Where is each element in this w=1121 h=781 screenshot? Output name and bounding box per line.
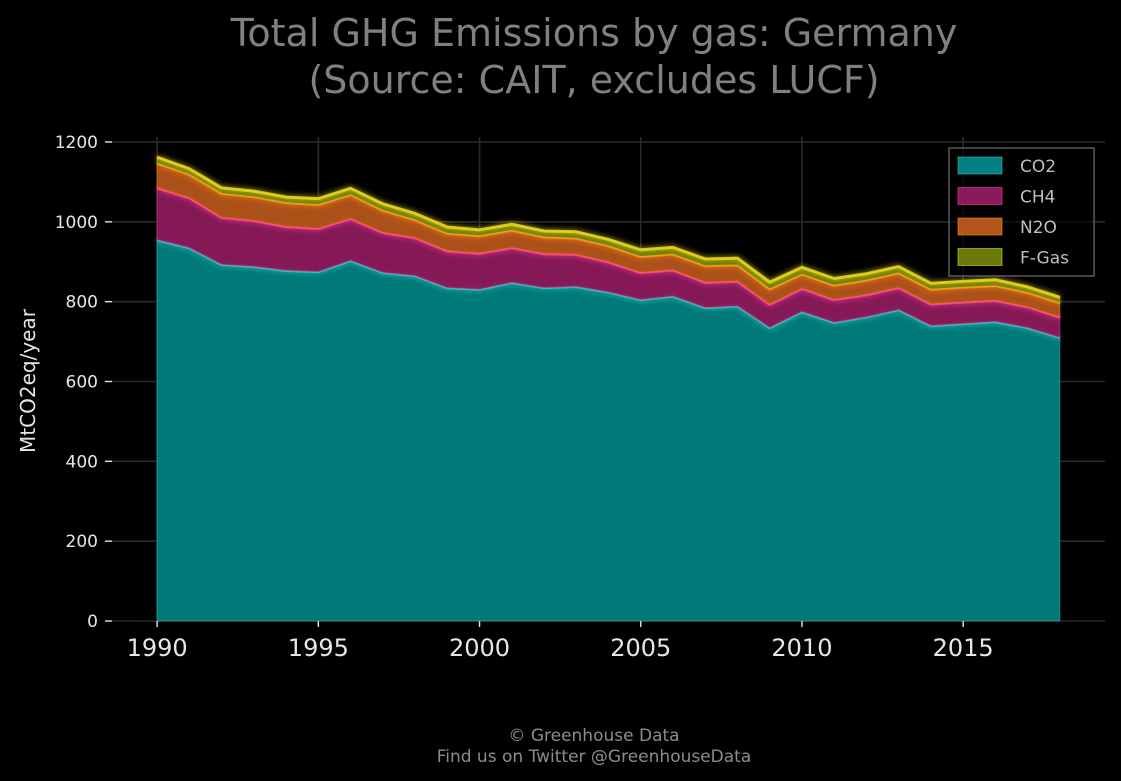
legend-label-n2o: N2O bbox=[1020, 218, 1057, 238]
legend-swatch-n2o bbox=[957, 217, 1003, 236]
y-tick-label-0: 0 bbox=[87, 612, 98, 632]
legend: CO2 CH4 N2O F-Gas bbox=[948, 147, 1095, 277]
chart-title: Total GHG Emissions by gas: Germany bbox=[230, 11, 958, 55]
legend-swatch-co2 bbox=[957, 156, 1003, 175]
y-tick-label-400: 400 bbox=[66, 452, 98, 472]
y-tick-label-600: 600 bbox=[66, 373, 98, 393]
x-tick-label-2015: 2015 bbox=[933, 634, 994, 662]
y-tick-label-1000: 1000 bbox=[55, 213, 98, 233]
legend-label-co2: CO2 bbox=[1020, 157, 1056, 177]
legend-label-f-gas: F-Gas bbox=[1020, 249, 1069, 269]
legend-swatch-f-gas bbox=[957, 248, 1003, 266]
stacked-areas bbox=[156, 155, 1061, 622]
area-edge-f-gas bbox=[156, 155, 1061, 299]
y-tick-label-200: 200 bbox=[66, 532, 98, 552]
axes: 0 200 400 600 800 1000 1200 1990 1995 2000 2005 201… bbox=[55, 133, 994, 662]
y-tick-label-800: 800 bbox=[66, 293, 98, 313]
footer-copyright: © Greenhouse Data bbox=[508, 726, 679, 746]
legend-swatch-ch4 bbox=[957, 187, 1003, 205]
x-tick-label-1990: 1990 bbox=[127, 634, 188, 662]
footer-twitter: Find us on Twitter @GreenhouseData bbox=[437, 747, 752, 767]
x-tick-label-2000: 2000 bbox=[449, 634, 510, 662]
x-tick-label-2010: 2010 bbox=[771, 634, 832, 662]
y-tick-label-1200: 1200 bbox=[55, 133, 98, 153]
x-tick-label-2005: 2005 bbox=[610, 634, 671, 662]
legend-label-ch4: CH4 bbox=[1020, 188, 1055, 208]
x-tick-label-1995: 1995 bbox=[288, 634, 349, 662]
y-axis-label: MtCO2eq/year bbox=[16, 308, 40, 453]
chart-subtitle: (Source: CAIT, excludes LUCF) bbox=[308, 58, 879, 102]
